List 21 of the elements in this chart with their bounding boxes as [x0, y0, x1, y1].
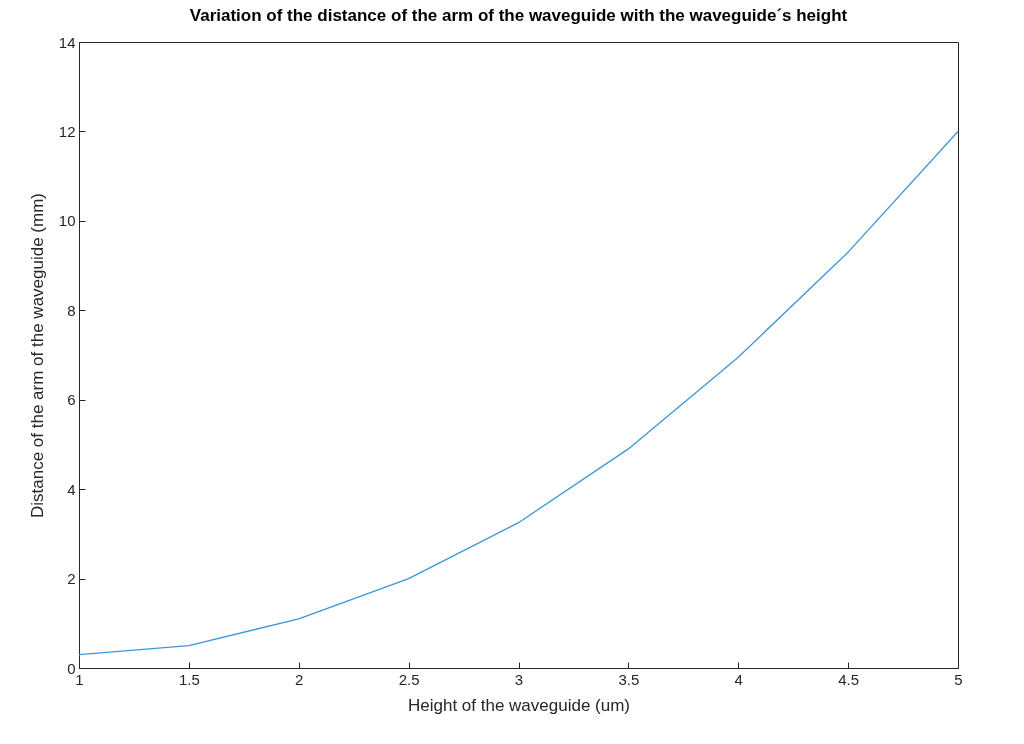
x-tick-label: 4	[734, 670, 743, 688]
x-tick-label: 4.5	[838, 670, 860, 688]
y-tick-label: 6	[67, 391, 76, 409]
y-tick-label: 4	[67, 480, 76, 498]
y-tick-label: 0	[67, 659, 76, 677]
x-tick-label: 3	[514, 670, 524, 688]
line-series	[79, 130, 958, 656]
y-tick-label: 14	[58, 33, 76, 51]
x-tick-label: 2.5	[398, 670, 420, 688]
x-tick-label: 2	[295, 670, 304, 688]
y-tick-label: 10	[58, 212, 76, 230]
x-tick-label: 1.5	[178, 670, 200, 688]
chart-title: Variation of the distance of the arm of the waveguide with the waveguide´s height	[189, 6, 848, 25]
y-tick-label: 8	[67, 301, 76, 319]
x-axis-title: Height of the waveguide (um)	[407, 695, 631, 715]
y-tick-label: 12	[58, 122, 76, 140]
x-tick-label: 3.5	[618, 670, 640, 688]
x-tick-label: 1	[75, 670, 84, 688]
y-axis-title: Distance of the arm of the waveguide (mm)	[27, 192, 47, 519]
x-tick-label: 5	[954, 670, 963, 688]
y-tick-label: 2	[67, 570, 76, 588]
